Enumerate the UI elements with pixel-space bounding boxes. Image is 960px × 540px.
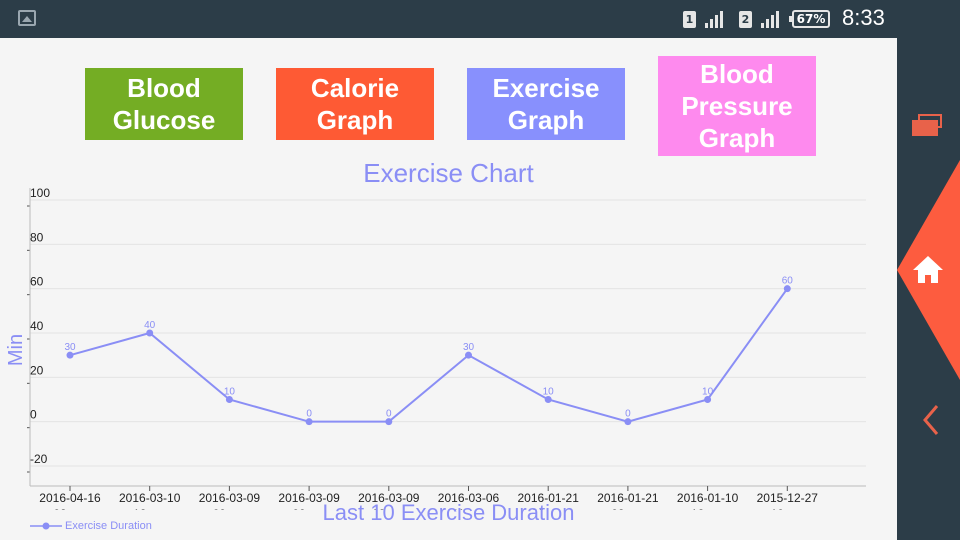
data-point	[624, 418, 632, 426]
data-point	[225, 396, 233, 403]
exercise-graph-button[interactable]: Exercise Graph	[467, 68, 625, 140]
calorie-graph-button[interactable]: Calorie Graph	[276, 68, 434, 140]
x-tick-label: 09 pm	[292, 507, 325, 510]
button-label-line: Pressure	[681, 91, 793, 121]
battery-icon: 67%	[789, 10, 830, 28]
x-tick-label: 2016-01-21	[518, 491, 580, 505]
home-button[interactable]	[897, 160, 960, 380]
sim2-icon: 2	[739, 11, 752, 28]
x-tick-label: 08 pm	[611, 507, 644, 510]
data-label: 60	[782, 276, 794, 287]
home-icon	[913, 256, 943, 283]
data-point	[465, 351, 472, 359]
y-tick-label: 80	[30, 230, 44, 244]
x-tick-label: 2016-03-09	[278, 491, 340, 505]
button-label-line: Glucose	[112, 105, 216, 135]
x-tick-label: 2016-03-10	[119, 491, 181, 505]
data-label: 0	[386, 409, 392, 420]
y-tick-label: 100	[30, 186, 50, 200]
chart-title: Exercise Chart	[363, 158, 534, 188]
signal-strength-icon	[761, 10, 783, 28]
x-tick-label: 2015-12-27	[757, 491, 819, 505]
button-label-line: Calorie	[310, 73, 400, 103]
recent-apps-icon[interactable]	[912, 114, 942, 136]
data-label: 0	[625, 409, 631, 420]
navigation-panel	[897, 38, 960, 540]
data-label: 10	[702, 387, 714, 398]
series-line	[69, 288, 789, 423]
x-tick-label: 09 pm	[532, 507, 565, 510]
data-point	[146, 329, 154, 337]
x-tick-label: 11 am	[452, 507, 484, 510]
data-point	[544, 396, 552, 403]
chart-legend: Exercise Duration	[30, 520, 152, 532]
x-tick-label: 09 pm	[213, 507, 246, 510]
blood-pressure-graph-button[interactable]: Blood Pressure Graph	[658, 56, 816, 156]
data-point	[305, 418, 313, 426]
legend-line-marker-icon	[30, 522, 62, 530]
x-tick-label: 12 am	[691, 507, 724, 510]
x-tick-label: 2016-03-06	[438, 491, 500, 505]
x-tick-label: 10 am	[771, 507, 804, 510]
x-tick-label: 2016-04-16	[39, 491, 101, 505]
y-axis-label: Min	[5, 334, 27, 366]
back-icon[interactable]	[915, 400, 945, 440]
legend-label: Exercise Duration	[65, 520, 152, 532]
gallery-notification-icon	[18, 10, 36, 26]
data-point	[704, 396, 712, 403]
x-tick-label: 2016-03-09	[358, 491, 420, 505]
button-label-line: Graph	[698, 123, 776, 153]
sim1-icon: 1	[683, 11, 696, 28]
data-point	[66, 351, 74, 359]
data-label: 10	[224, 387, 236, 398]
button-label-line: Exercise	[492, 73, 600, 103]
signal-strength-icon	[705, 10, 727, 28]
status-bar: 1 2 67% 8:33	[0, 0, 960, 38]
x-tick-label: 09 pm	[372, 507, 405, 510]
y-tick-label: 60	[30, 275, 44, 289]
data-label: 0	[306, 409, 312, 420]
button-label-line: Blood	[700, 59, 774, 89]
x-tick-label: 12 am	[133, 507, 166, 510]
y-tick-label: 20	[30, 363, 44, 377]
button-label-line: Graph	[507, 105, 585, 135]
data-label: 30	[463, 342, 475, 353]
button-label-line: Graph	[316, 105, 394, 135]
data-point	[783, 285, 791, 293]
chart-footer-title: Last 10 Exercise Duration	[322, 500, 575, 525]
x-tick-label: 2016-01-10	[677, 491, 739, 505]
x-tick-label: 08 pm	[53, 507, 86, 510]
x-tick-label: 2016-03-09	[199, 491, 261, 505]
y-tick-label: 0	[30, 408, 37, 422]
data-label: 40	[144, 320, 156, 331]
y-tick-label: 40	[30, 319, 44, 333]
blood-glucose-button[interactable]: Blood Glucose	[85, 68, 243, 140]
clock: 8:33	[842, 5, 885, 30]
data-label: 30	[64, 342, 76, 353]
x-tick-label: 2016-01-21	[597, 491, 659, 505]
data-label: 10	[543, 387, 555, 398]
y-tick-label: -20	[30, 452, 48, 466]
button-label-line: Blood	[127, 73, 201, 103]
data-point	[385, 418, 393, 426]
